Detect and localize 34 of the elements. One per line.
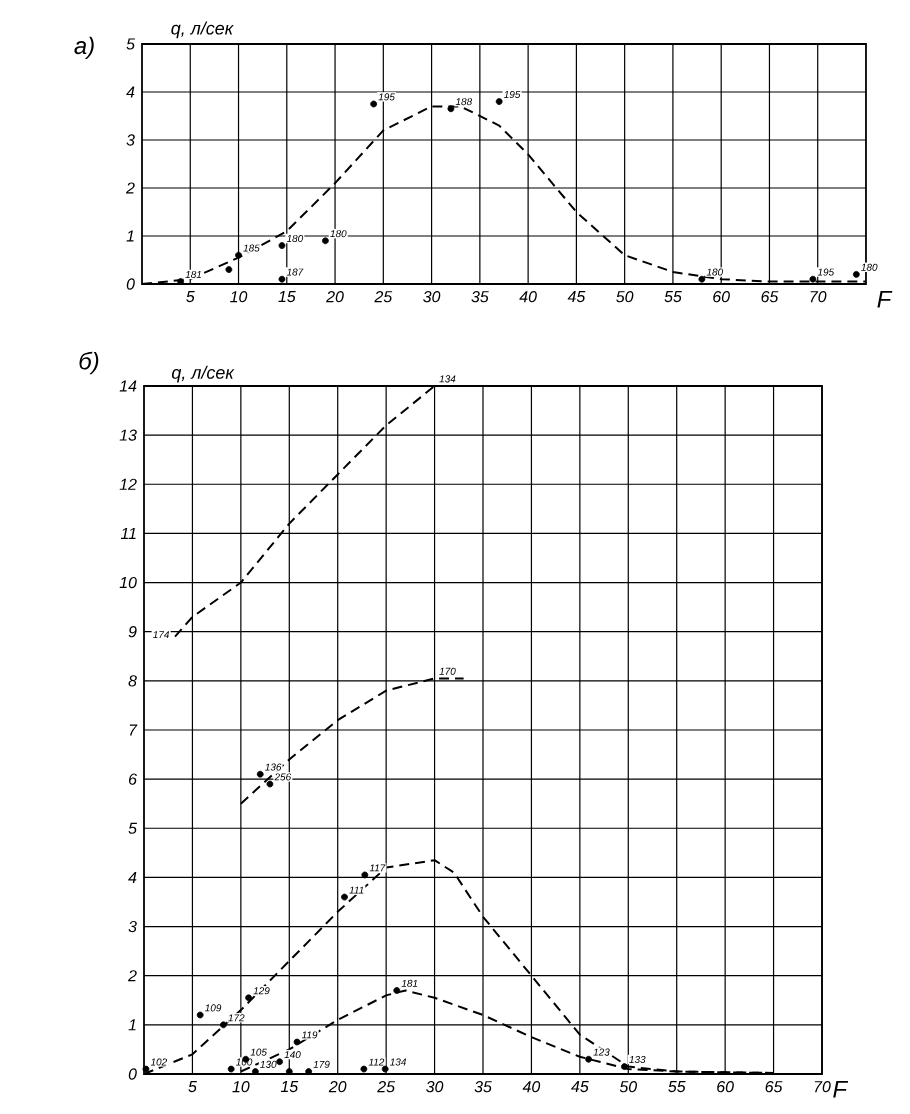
point [495, 98, 503, 105]
point [177, 278, 184, 285]
point [360, 1065, 368, 1073]
chart-title: б) [79, 351, 99, 375]
point [341, 893, 348, 901]
y-axis-title: q, л/сек [171, 365, 235, 383]
point [220, 1021, 227, 1029]
point [278, 275, 286, 283]
line-series [239, 677, 465, 805]
point [322, 237, 329, 245]
point [278, 242, 286, 249]
point [585, 1055, 592, 1063]
point [809, 275, 817, 283]
point [447, 105, 455, 113]
y-axis-title: q, л/сек [171, 21, 234, 39]
point [293, 1038, 301, 1046]
point [852, 271, 860, 278]
point [370, 100, 378, 108]
point [225, 266, 233, 273]
point [621, 1063, 628, 1070]
point [698, 275, 706, 283]
point [256, 770, 264, 778]
point [245, 994, 252, 1002]
point [196, 1011, 204, 1019]
point [235, 251, 242, 259]
x-axis-title: F [833, 1081, 849, 1098]
point [266, 780, 274, 788]
chart-title: а) [74, 36, 94, 59]
point [393, 987, 401, 994]
point [227, 1065, 235, 1073]
point [142, 1065, 150, 1073]
point [381, 1065, 389, 1073]
point [361, 871, 369, 879]
x-axis-title: F [877, 291, 893, 308]
